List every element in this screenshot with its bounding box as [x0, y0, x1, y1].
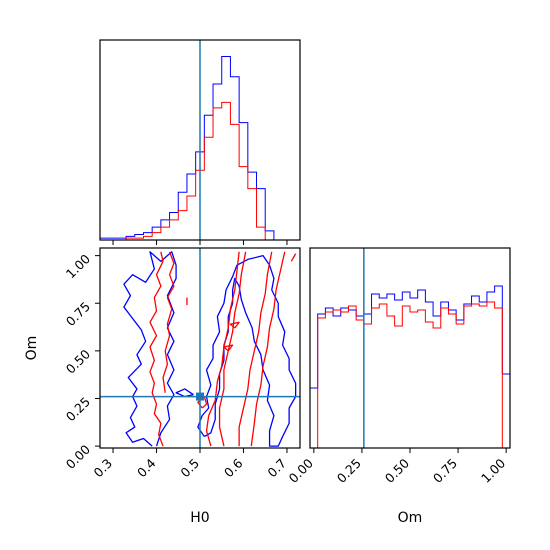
contour-series: [123, 251, 297, 447]
contour-xtick-label: 0.6: [221, 455, 246, 480]
y-axis-title-om: Om: [24, 336, 40, 361]
contour-ytick-label: 0.25: [63, 394, 93, 424]
contour-red-line-4: [162, 251, 175, 393]
contour-ytick-label: 0.50: [63, 346, 93, 376]
om-histogram-red-step: [310, 301, 510, 449]
contour-xtick-label: 0.5: [177, 456, 202, 481]
x-axis-title-om: Om: [398, 510, 423, 526]
h0-histogram-blue-step: [99, 56, 292, 241]
contour-ytick-label: 0.75: [63, 299, 93, 329]
om-histogram-xtick-label: 0.00: [286, 455, 316, 485]
contour-panel: 0.3 0.4 0.5 0.6 0.7 0.000.250.500.751.00 H0 …: [24, 247, 301, 526]
om-histogram-xtick-label: 0.75: [430, 456, 460, 486]
om-histogram-series: [309, 285, 511, 449]
h0-histogram-series: [99, 56, 292, 241]
om-histogram-ticks: 0.00 0.25 0.50 0.75 1.00: [286, 448, 508, 486]
contour-red-line-3: [149, 251, 164, 447]
h0-histogram-panel: [99, 39, 301, 245]
contour-blue-line-0: [123, 251, 177, 447]
h0-histogram-ticks: [112, 240, 288, 245]
contour-red-line-11: [229, 321, 240, 329]
om-histogram-xtick-label: 0.25: [334, 456, 364, 486]
contour-ytick-label: 0.00: [63, 442, 93, 472]
contour-xtick-label: 0.3: [90, 456, 115, 481]
contour-red-line-12: [223, 344, 234, 352]
contour-xtick-label: 0.7: [264, 456, 289, 481]
contour-truth-marker: [196, 392, 204, 401]
contour-xtick-label: 0.4: [134, 455, 159, 480]
om-histogram-xtick-label: 0.50: [382, 455, 412, 485]
contour-blue-line-1: [175, 388, 194, 398]
om-histogram-xtick-label: 1.00: [478, 455, 508, 485]
contour-red-line-13: [290, 253, 297, 262]
contour-y-ticks: 0.00 0.25 0.50 0.75 1.00: [63, 251, 100, 472]
om-histogram-blue-step: [309, 285, 511, 448]
x-axis-title-h0: H0: [190, 510, 209, 526]
om-histogram-panel: 0.00 0.25 0.50 0.75 1.00 Om: [286, 247, 511, 526]
h0-histogram-red-step: [100, 101, 292, 241]
contour-x-ticks: 0.3 0.4 0.5 0.6 0.7: [90, 448, 289, 480]
om-histogram-frame: [309, 247, 511, 449]
contour-red-line-9: [238, 251, 273, 447]
contour-red-line-10: [250, 251, 286, 447]
contour-red-line-8: [205, 251, 240, 447]
contour-blue-line-2: [197, 254, 297, 447]
contour-ytick-label: 1.00: [63, 251, 93, 281]
